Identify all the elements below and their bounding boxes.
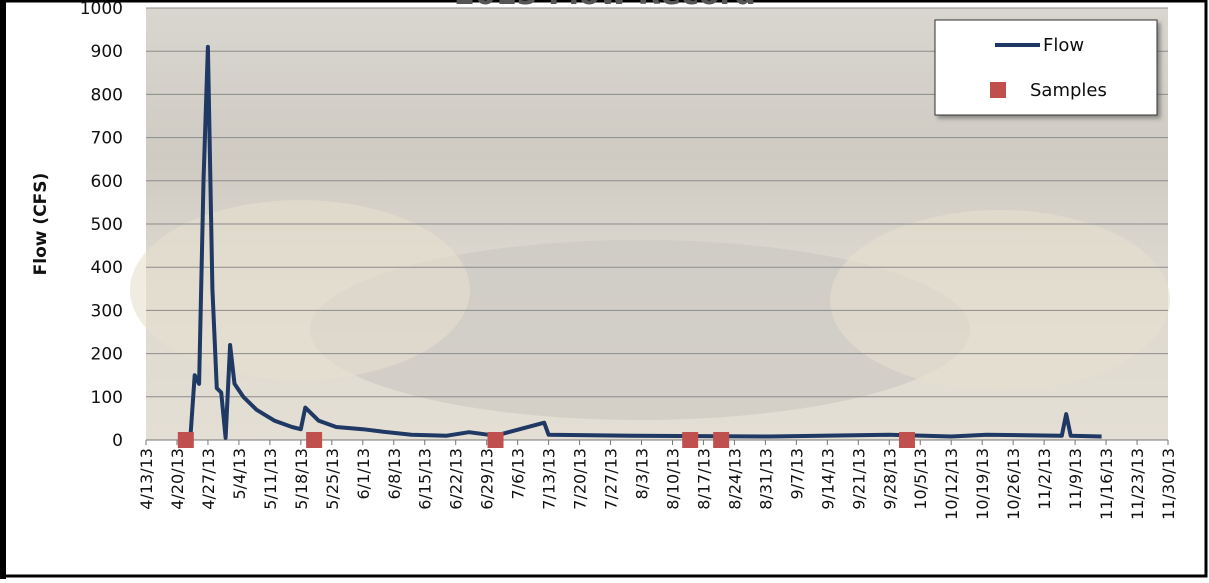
x-tick-label: 9/21/13 (849, 448, 868, 510)
x-tick-label: 8/17/13 (694, 448, 713, 510)
x-tick-label: 8/3/13 (633, 448, 652, 500)
x-tick-label: 11/16/13 (1097, 448, 1116, 520)
legend: Flow Samples (934, 19, 1158, 116)
x-tick-label: 7/27/13 (602, 448, 621, 510)
sample-marker (177, 432, 194, 448)
x-tick-label: 9/14/13 (818, 448, 837, 510)
x-tick-label: 4/13/13 (137, 448, 156, 510)
x-tick-label: 10/26/13 (1004, 448, 1023, 520)
sample-marker (487, 432, 504, 448)
y-tick-label: 0 (112, 431, 123, 451)
x-tick-label: 5/18/13 (292, 448, 311, 510)
legend-label: Samples (1030, 80, 1107, 101)
x-tick-label: 11/9/13 (1066, 448, 1085, 510)
y-tick-label: 500 (91, 215, 123, 235)
x-tick-label: 11/2/13 (1035, 448, 1054, 510)
y-tick-label: 600 (91, 172, 123, 192)
x-tick-label: 7/13/13 (540, 448, 559, 510)
y-tick-label: 200 (91, 345, 123, 365)
y-tick-label: 100 (91, 388, 123, 408)
photo-water (310, 240, 970, 420)
x-tick-label: 9/28/13 (880, 448, 899, 510)
photo-grass (130, 200, 470, 380)
x-tick-label: 4/20/13 (168, 448, 187, 510)
x-tick-label: 5/11/13 (261, 448, 280, 510)
x-tick-label: 6/22/13 (447, 448, 466, 510)
x-tick-label: 10/5/13 (911, 448, 930, 510)
legend-box (934, 19, 1158, 116)
x-tick-label: 4/27/13 (199, 448, 218, 510)
y-tick-label: 400 (91, 258, 123, 278)
sample-marker (898, 432, 915, 448)
photo-grass (830, 210, 1170, 390)
x-tick-label: 6/29/13 (478, 448, 497, 510)
x-tick-label: 7/20/13 (571, 448, 590, 510)
x-tick-label: 7/6/13 (509, 448, 528, 500)
y-tick-label: 300 (91, 301, 123, 321)
y-axis-title: Flow (CFS) (31, 173, 51, 276)
x-tick-label: 10/12/13 (942, 448, 961, 520)
x-tick-label: 6/15/13 (416, 448, 435, 510)
x-tick-label: 8/24/13 (725, 448, 744, 510)
chart-title: 2013 Flow Record (454, 0, 756, 12)
sample-marker (713, 432, 730, 448)
x-tick-label: 6/8/13 (385, 448, 404, 500)
x-tick-label: 8/10/13 (663, 448, 682, 510)
x-tick-label: 8/31/13 (756, 448, 775, 510)
x-tick-label: 5/4/13 (230, 448, 249, 500)
x-tick-label: 11/23/13 (1128, 448, 1147, 520)
y-tick-label: 800 (91, 85, 123, 105)
sample-marker (682, 432, 699, 448)
x-tick-label: 6/1/13 (354, 448, 373, 500)
y-tick-label: 700 (91, 129, 123, 149)
legend-marker (990, 82, 1006, 98)
x-tick-label: 10/19/13 (973, 448, 992, 520)
sample-marker (306, 432, 323, 448)
y-tick-label: 1000 (80, 0, 123, 19)
x-tick-label: 5/25/13 (323, 448, 342, 510)
y-tick-label: 900 (91, 42, 123, 62)
x-tick-label: 11/30/13 (1159, 448, 1178, 520)
frame-edge (0, 0, 6, 579)
legend-label: Flow (1043, 35, 1084, 56)
x-tick-label: 9/7/13 (787, 448, 806, 500)
